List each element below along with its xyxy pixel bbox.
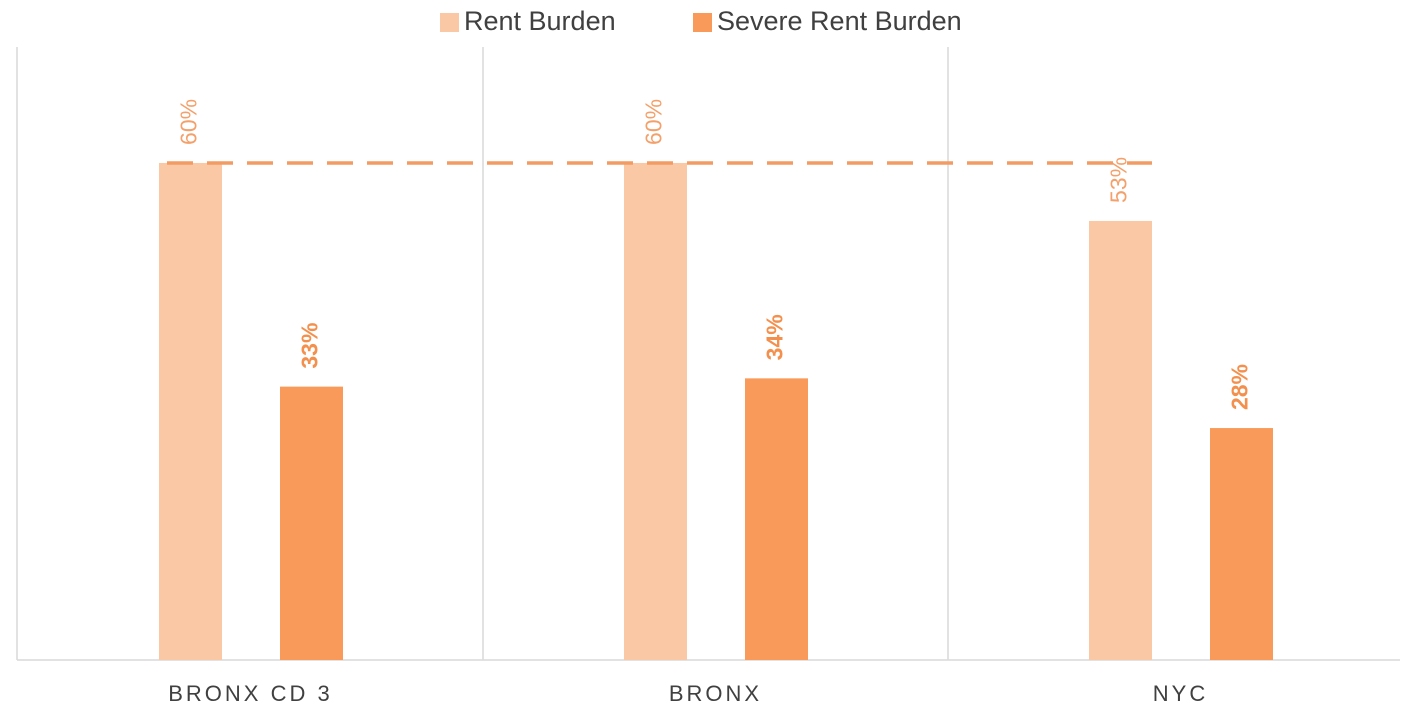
x-tick-label: BRONX <box>669 681 762 706</box>
data-label: 60% <box>641 99 667 145</box>
bar <box>745 378 808 660</box>
legend-swatch <box>440 13 459 32</box>
data-label: 34% <box>762 314 788 360</box>
data-label: 28% <box>1227 364 1253 410</box>
bar <box>280 386 343 660</box>
bar <box>1089 220 1152 660</box>
legend-swatch <box>693 13 712 32</box>
bar <box>624 162 687 661</box>
legend-label: Severe Rent Burden <box>717 6 962 36</box>
legend-label: Rent Burden <box>464 6 616 36</box>
x-tick-label: BRONX CD 3 <box>168 681 332 706</box>
data-label: 60% <box>176 99 202 145</box>
bar <box>159 162 222 661</box>
bar <box>1210 428 1273 660</box>
x-tick-label: NYC <box>1153 681 1208 706</box>
data-label: 33% <box>297 323 323 369</box>
